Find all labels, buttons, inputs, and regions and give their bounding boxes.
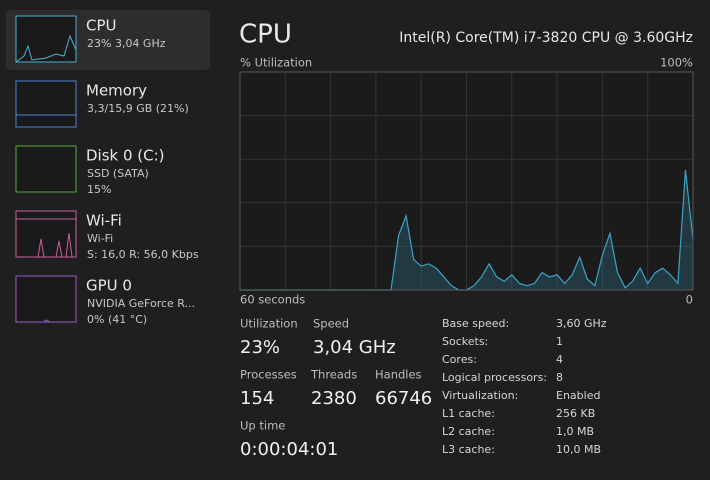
detail-label: Logical processors: bbox=[442, 371, 547, 384]
detail-value: 8 bbox=[556, 371, 563, 384]
sidebar-title: CPU bbox=[86, 17, 117, 35]
thumbnail-graph bbox=[15, 114, 76, 127]
sidebar-detail: 3,3/15,9 GB (21%) bbox=[87, 102, 189, 115]
stat-value: 2380 bbox=[311, 388, 357, 409]
sidebar-detail: Wi-Fi bbox=[87, 232, 113, 245]
y-label: % Utilization bbox=[240, 56, 312, 70]
thumbnail bbox=[15, 275, 77, 323]
page-title: CPU bbox=[239, 20, 292, 50]
sidebar-title: Disk 0 (C:) bbox=[86, 147, 165, 165]
graph-border bbox=[239, 71, 694, 291]
sidebar-detail: SSD (SATA) bbox=[87, 167, 149, 180]
stat-value: 23% bbox=[240, 337, 280, 358]
sidebar-detail: 0% (41 °C) bbox=[87, 313, 147, 326]
stat-label: Utilization bbox=[240, 317, 298, 331]
stat-value: 3,04 GHz bbox=[313, 337, 396, 358]
sidebar-detail: S: 16,0 R: 56,0 Kbps bbox=[87, 248, 199, 261]
detail-value: 1,0 MB bbox=[556, 425, 594, 438]
cpu-area bbox=[240, 170, 693, 290]
x-label: 60 seconds bbox=[240, 293, 305, 307]
stat-label: Handles bbox=[375, 368, 422, 382]
y-max-label: 100% bbox=[660, 56, 693, 70]
sidebar-detail: 23% 3,04 GHz bbox=[87, 37, 166, 50]
stat-label: Threads bbox=[310, 368, 357, 382]
detail-value: 256 KB bbox=[556, 407, 595, 420]
sidebar-title: GPU 0 bbox=[86, 277, 132, 295]
stat-label: Processes bbox=[240, 368, 297, 382]
detail-label: L3 cache: bbox=[442, 443, 495, 456]
detail-label: Sockets: bbox=[442, 335, 488, 348]
sidebar-title: Wi-Fi bbox=[86, 212, 122, 230]
thumbnail bbox=[15, 80, 77, 128]
detail-label: L1 cache: bbox=[442, 407, 495, 420]
sidebar-title: Memory bbox=[86, 82, 147, 100]
detail-value: 10,0 MB bbox=[556, 443, 601, 456]
detail-label: Base speed: bbox=[442, 317, 509, 330]
detail-value: 1 bbox=[556, 335, 563, 348]
stat-value: 66746 bbox=[375, 388, 432, 409]
detail-value: Enabled bbox=[556, 389, 600, 402]
detail-label: Virtualization: bbox=[442, 389, 518, 402]
stat-label: Up time bbox=[240, 419, 285, 433]
thumbnail-graph bbox=[16, 232, 76, 258]
thumbnail-graph bbox=[16, 319, 76, 323]
thumbnail bbox=[15, 145, 77, 193]
sidebar-detail: NVIDIA GeForce R... bbox=[87, 297, 195, 310]
stat-label: Speed bbox=[313, 317, 349, 331]
thumbnail bbox=[15, 15, 77, 63]
stat-value: 0:00:04:01 bbox=[240, 439, 338, 460]
detail-value: 4 bbox=[556, 353, 563, 366]
detail-value: 3,60 GHz bbox=[556, 317, 607, 330]
thumbnail-graph bbox=[15, 34, 77, 63]
sidebar-detail: 15% bbox=[87, 183, 111, 196]
stat-value: 154 bbox=[240, 388, 274, 409]
detail-label: Cores: bbox=[442, 353, 477, 366]
x-min-label: 0 bbox=[686, 293, 693, 307]
detail-label: L2 cache: bbox=[442, 425, 495, 438]
cpu-model: Intel(R) Core(TM) i7-3820 CPU @ 3.60GHz bbox=[399, 30, 693, 46]
